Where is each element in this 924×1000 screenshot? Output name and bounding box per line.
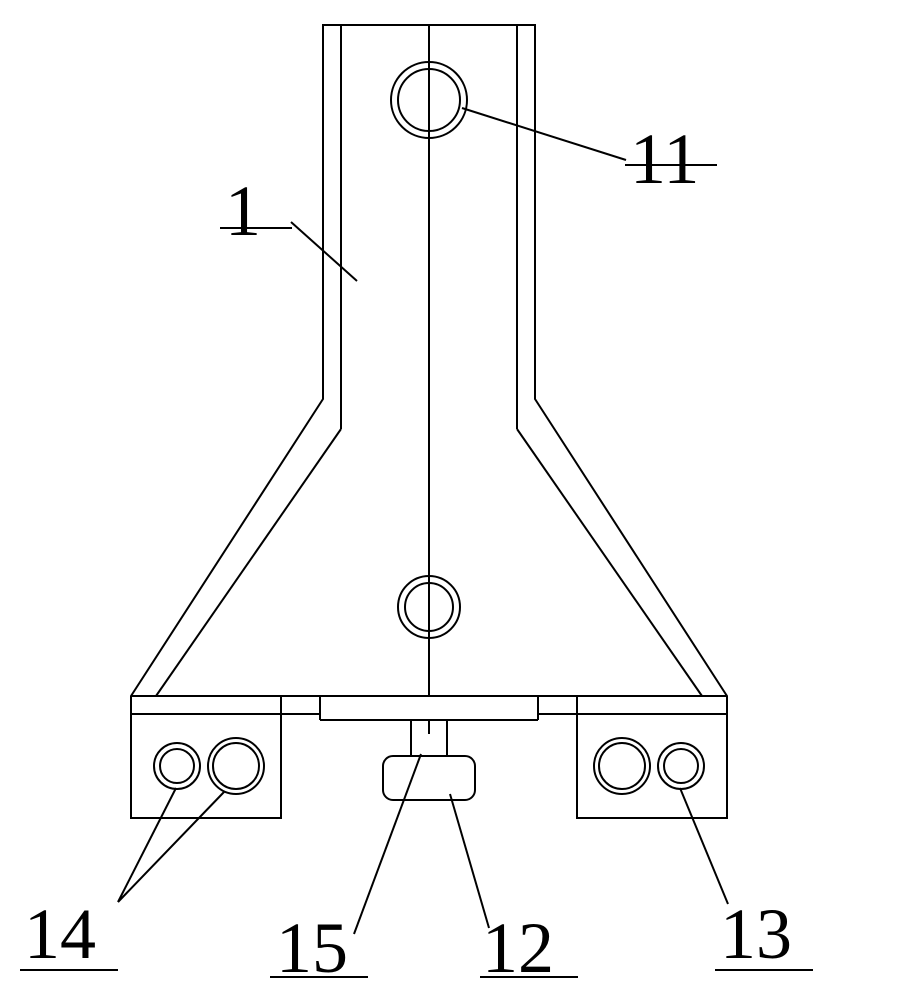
slider: [320, 696, 538, 800]
part-body: [131, 25, 727, 818]
leader-lines: [20, 108, 813, 977]
technical-drawing: [0, 0, 924, 1000]
